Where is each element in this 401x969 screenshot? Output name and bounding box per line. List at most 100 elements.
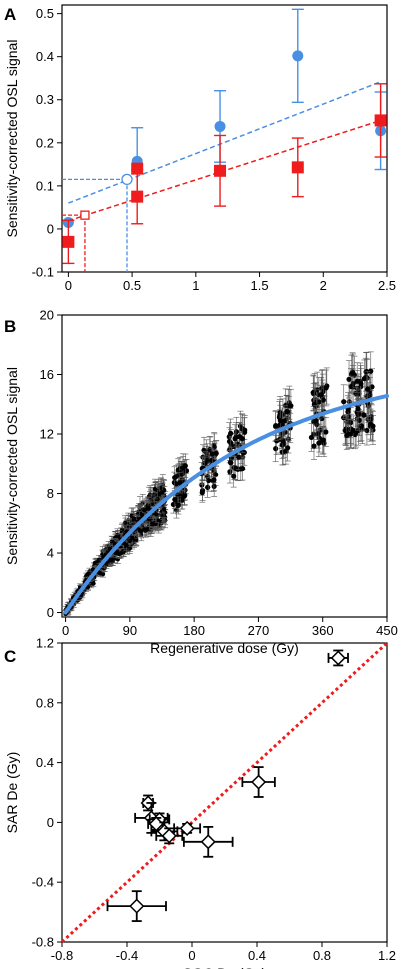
data-point [178,492,184,498]
data-point [91,581,96,586]
x-axis-title: Regenerative dose (Gy) [150,640,299,656]
panel-c: -0.8 -0.4 0 0.4 0.8 1.2 -0.8 -0.4 0 0.4 0.8 1.2 SGC … [4,636,396,969]
data-point [368,416,374,422]
data-point [240,465,246,472]
data-point [369,384,375,390]
data-point [202,460,208,466]
data-point [211,477,217,483]
data-point [346,376,352,382]
y-tick-label: 0.3 [36,92,54,107]
data-point [280,438,286,444]
data-point [361,412,367,418]
data-point [231,465,237,471]
y-tick-label: -0.4 [32,875,54,890]
data-point [330,650,346,666]
y-axis-title: Sensitivity-corrected OSL signal [4,367,20,565]
data-point [273,422,279,429]
panel-a: 0 0.5 1 1.5 2 2.5 -0.1 0 0.1 0.2 0.3 0.4 0.5 Sensitiv… [4,4,396,293]
plot-frame [61,642,388,943]
y-tick-label: 8 [47,486,54,501]
data-point [108,558,113,563]
data-point [323,429,329,435]
x-tick-label: 450 [376,623,398,638]
panel-b: 0 90 180 270 360 450 0 4 8 12 16 20 Regenerative dos… [4,308,398,657]
y-tick-label: 4 [47,546,54,561]
data-point [285,445,291,451]
data-point [205,484,211,490]
data-point [201,447,207,453]
data-point [308,434,315,441]
data-point [85,571,91,577]
data-point [129,898,145,914]
data-point [228,460,234,466]
data-point [177,480,183,486]
panel-label: C [4,647,16,666]
data-point [206,477,212,484]
x-tick-label: 90 [123,623,137,638]
data-point [131,516,137,521]
data-point [318,392,324,398]
y-axis-title: SAR De (Gy) [4,752,20,834]
data-point [316,440,322,446]
data-point [350,370,356,376]
x-tick-label: -0.4 [116,948,138,963]
data-point [277,417,283,424]
data-point [233,429,239,435]
y-tick-label: -0.8 [32,935,54,950]
y-tick-label: 0.4 [36,755,54,770]
y-tick-label: 0.2 [36,135,54,150]
data-point [144,527,149,532]
y-tick-label: 0.1 [36,178,54,193]
x-tick-label: 0.4 [248,948,266,963]
y-axis-title: Sensitivity-corrected OSL signal [4,40,20,238]
y-tick-label: 16 [40,367,54,382]
data-point [182,463,188,469]
data-point [116,551,122,557]
data-point [320,397,326,403]
data-point [152,492,157,497]
data-point [284,409,290,415]
data-point [179,820,195,836]
data-point [374,114,387,127]
x-tick-label: 0 [188,948,195,963]
data-point [315,431,321,437]
x-tick-label: -0.8 [51,948,73,963]
data-point [228,440,234,446]
data-point [273,446,279,452]
data-point [358,423,365,429]
one-to-one-line [60,641,389,944]
data-point [130,535,135,541]
x-tick-label: 1.2 [378,948,396,963]
data-point [208,457,215,464]
y-tick-label: 0.5 [36,6,54,21]
data-point [160,490,165,495]
plot-frame [61,4,388,273]
data-point [347,431,353,437]
data-point [179,497,185,503]
fit-curve [63,393,389,615]
interpolated-point [121,173,133,186]
data-point [361,376,367,382]
data-point [136,511,141,516]
plot-frame [61,314,388,618]
data-point [209,451,215,457]
data-point [155,518,161,523]
panel-label: B [4,317,16,336]
data-point [251,774,267,790]
x-tick-label: 0 [65,278,72,293]
y-tick-label: -0.1 [32,265,54,280]
data-point [213,472,219,478]
data-point [364,386,371,392]
data-point [355,406,361,412]
data-point [142,507,147,513]
x-tick-label: 1 [192,278,199,293]
data-point [239,436,245,442]
data-point [311,443,317,449]
fit-line [68,81,381,204]
data-point [320,437,326,443]
y-tick-label: 20 [40,308,54,323]
x-tick-label: 2 [320,278,327,293]
data-point [153,512,159,517]
data-point [232,436,238,442]
